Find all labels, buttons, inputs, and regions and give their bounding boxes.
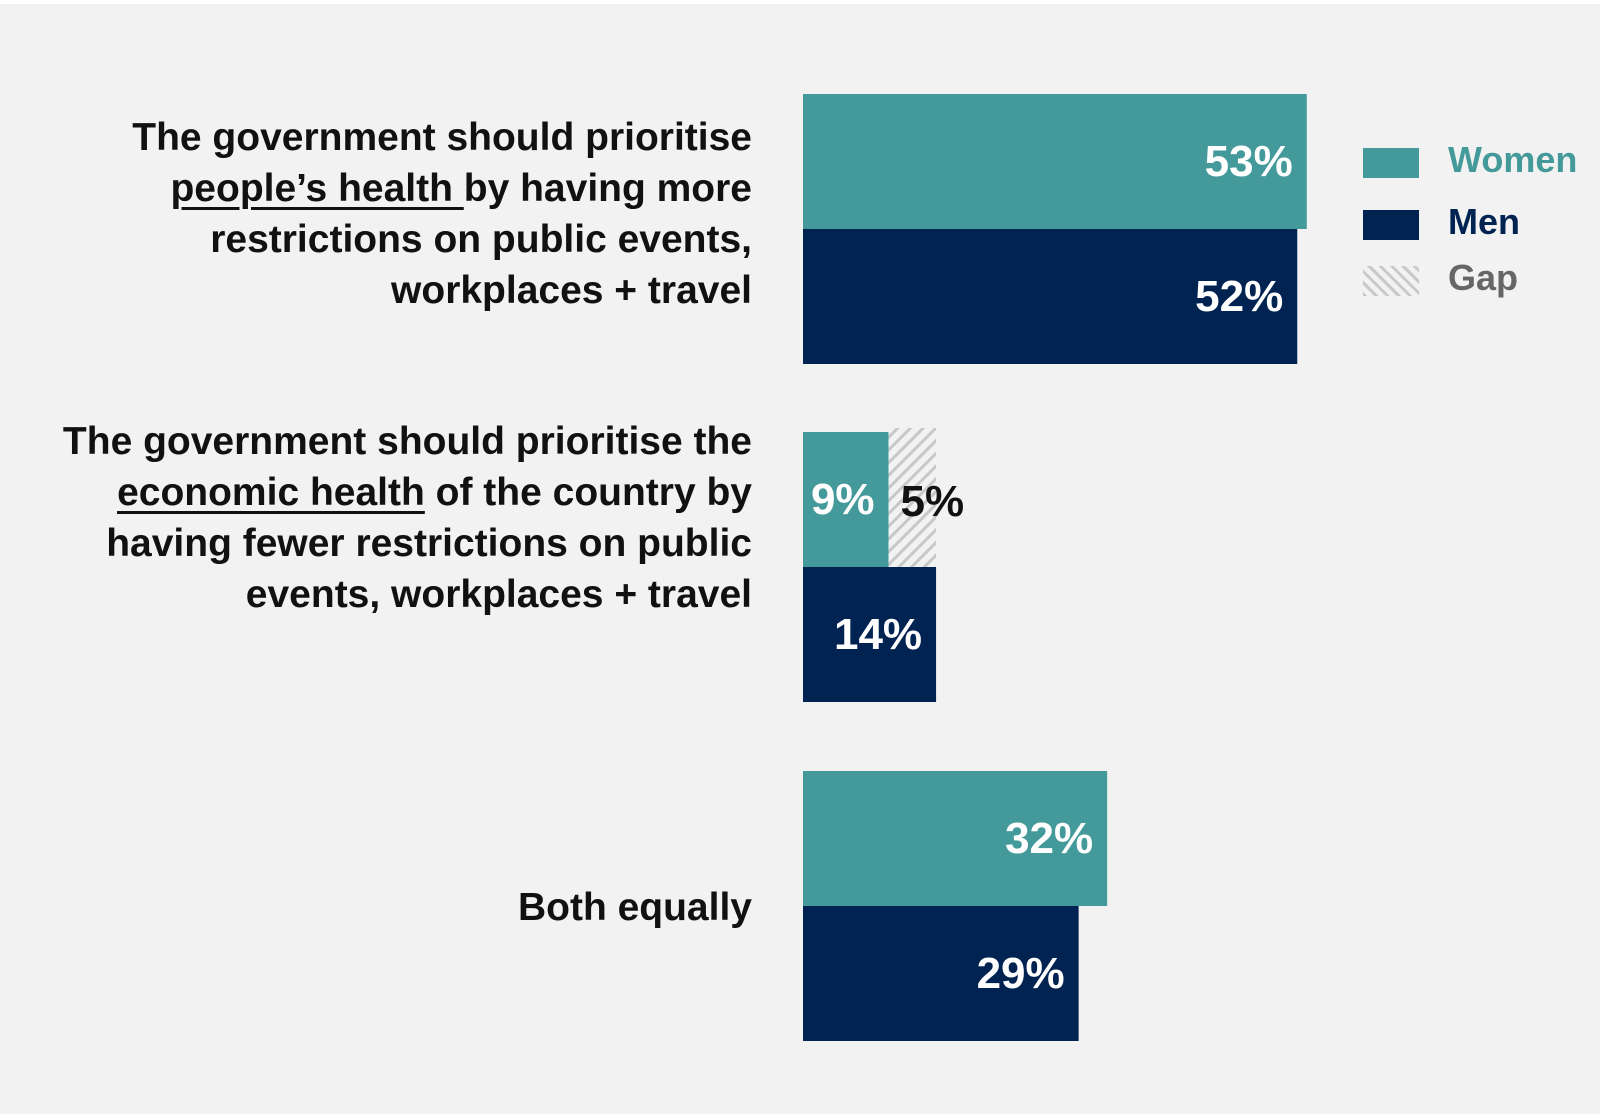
bar-men-0 xyxy=(803,229,1298,364)
legend-label-gap: Gap xyxy=(1448,257,1519,298)
bar-men-1 xyxy=(803,567,937,702)
bar-men-2 xyxy=(803,906,1079,1041)
data-label-women-2: 32% xyxy=(1005,814,1093,863)
data-label-men-1: 14% xyxy=(834,610,922,659)
bar-women-1 xyxy=(803,432,889,567)
legend-label-men: Men xyxy=(1448,201,1520,242)
category-label-text: The government should prioritise xyxy=(132,116,752,159)
gap-bar-1 xyxy=(888,428,937,567)
data-label-men-0: 52% xyxy=(1195,272,1283,321)
category-label-text: by having more restrictions on public ev… xyxy=(210,167,752,312)
gap-label-1: 5% xyxy=(901,477,965,526)
bar-women-0 xyxy=(803,94,1307,229)
category-label-text: of the country by having fewer restricti… xyxy=(106,471,752,616)
data-label-women-1: 9% xyxy=(811,475,875,524)
category-label-text: The government should prioritise the xyxy=(62,420,752,463)
chart-panel xyxy=(0,4,1600,1114)
legend-swatch-gap xyxy=(1363,266,1419,296)
category-label-health: The government should prioritise people’… xyxy=(40,112,752,316)
category-label-underlined: economic health xyxy=(117,471,425,514)
data-label-men-2: 29% xyxy=(977,949,1065,998)
category-label-economy: The government should prioritise the eco… xyxy=(40,416,752,620)
category-label-both: Both equally xyxy=(40,882,752,933)
legend-swatch-women xyxy=(1363,148,1419,178)
legend-label-women: Women xyxy=(1448,139,1578,180)
legend-swatch-men xyxy=(1363,210,1419,240)
category-label-underlined: people’s health xyxy=(170,167,464,210)
category-label-text: Both equally xyxy=(517,886,752,929)
data-label-women-0: 53% xyxy=(1205,137,1293,186)
bar-women-2 xyxy=(803,771,1108,906)
